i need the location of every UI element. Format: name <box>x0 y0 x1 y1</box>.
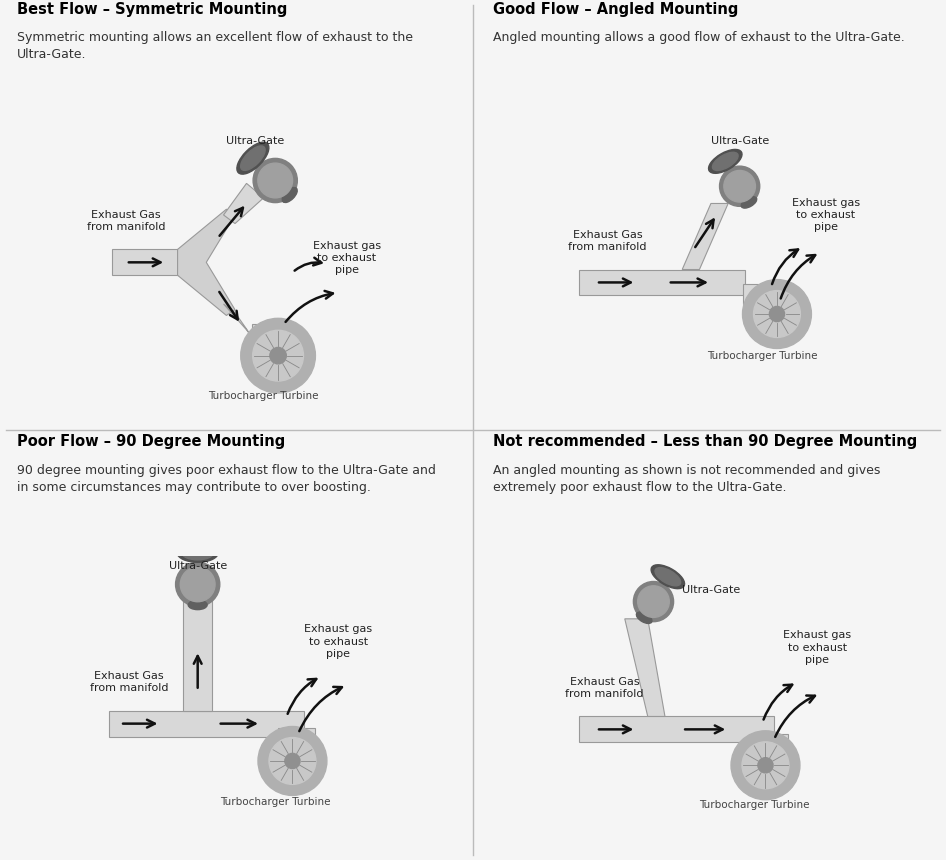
Polygon shape <box>184 590 212 710</box>
Circle shape <box>731 731 800 800</box>
Ellipse shape <box>742 197 757 208</box>
Text: Angled mounting allows a good flow of exhaust to the Ultra-Gate.: Angled mounting allows a good flow of ex… <box>493 31 904 44</box>
Circle shape <box>634 581 674 622</box>
Text: Exhaust Gas
from manifold: Exhaust Gas from manifold <box>566 677 644 699</box>
Text: Turbocharger Turbine: Turbocharger Turbine <box>220 797 330 808</box>
Ellipse shape <box>188 600 207 610</box>
Text: Not recommended – Less than 90 Degree Mounting: Not recommended – Less than 90 Degree Mo… <box>493 434 917 449</box>
Polygon shape <box>253 324 270 344</box>
Text: Exhaust gas
to exhaust
pipe: Exhaust gas to exhaust pipe <box>313 241 381 275</box>
Text: Turbocharger Turbine: Turbocharger Turbine <box>699 801 809 810</box>
Text: Turbocharger Turbine: Turbocharger Turbine <box>208 390 319 401</box>
Circle shape <box>269 738 316 784</box>
Ellipse shape <box>240 146 265 170</box>
Text: Exhaust Gas
from manifold: Exhaust Gas from manifold <box>569 230 647 252</box>
Polygon shape <box>682 204 728 269</box>
Circle shape <box>258 163 292 198</box>
Polygon shape <box>751 734 788 753</box>
Text: Ultra-Gate: Ultra-Gate <box>682 585 741 595</box>
Text: An angled mounting as shown is not recommended and gives
extremely poor exhaust : An angled mounting as shown is not recom… <box>493 464 880 494</box>
Circle shape <box>743 280 812 348</box>
Circle shape <box>758 758 773 773</box>
Circle shape <box>181 567 215 602</box>
Ellipse shape <box>651 565 685 589</box>
Text: 90 degree mounting gives poor exhaust flow to the Ultra-Gate and
in some circums: 90 degree mounting gives poor exhaust fl… <box>17 464 436 494</box>
Text: Turbocharger Turbine: Turbocharger Turbine <box>708 351 818 360</box>
Polygon shape <box>112 249 178 275</box>
Text: Exhaust Gas
from manifold: Exhaust Gas from manifold <box>90 671 168 693</box>
Text: Ultra-Gate: Ultra-Gate <box>226 136 284 146</box>
Polygon shape <box>178 209 235 316</box>
Circle shape <box>638 586 669 617</box>
Polygon shape <box>624 619 665 716</box>
Polygon shape <box>743 284 780 304</box>
Polygon shape <box>109 710 304 736</box>
Circle shape <box>240 318 315 393</box>
Ellipse shape <box>637 612 652 624</box>
Text: Best Flow – Symmetric Mounting: Best Flow – Symmetric Mounting <box>17 2 288 16</box>
Ellipse shape <box>182 545 214 560</box>
Circle shape <box>769 306 784 322</box>
Circle shape <box>742 742 789 789</box>
Text: Ultra-Gate: Ultra-Gate <box>168 562 227 571</box>
Ellipse shape <box>712 152 738 170</box>
Circle shape <box>258 727 327 796</box>
Circle shape <box>285 753 300 769</box>
Ellipse shape <box>177 544 219 562</box>
Circle shape <box>254 158 297 203</box>
Circle shape <box>176 562 219 606</box>
Text: Exhaust gas
to exhaust
pipe: Exhaust gas to exhaust pipe <box>792 198 860 232</box>
Polygon shape <box>223 183 264 224</box>
Circle shape <box>754 291 800 337</box>
Polygon shape <box>223 304 255 341</box>
Ellipse shape <box>655 568 681 586</box>
Circle shape <box>720 166 760 206</box>
Circle shape <box>253 330 304 381</box>
Ellipse shape <box>236 142 269 175</box>
Polygon shape <box>579 269 745 295</box>
Text: Exhaust gas
to exhaust
pipe: Exhaust gas to exhaust pipe <box>305 624 373 660</box>
Text: Symmetric mounting allows an excellent flow of exhaust to the
Ultra-Gate.: Symmetric mounting allows an excellent f… <box>17 31 413 61</box>
Text: Exhaust Gas
from manifold: Exhaust Gas from manifold <box>87 210 166 232</box>
Polygon shape <box>278 728 315 748</box>
Text: Exhaust gas
to exhaust
pipe: Exhaust gas to exhaust pipe <box>783 630 851 665</box>
Text: Good Flow – Angled Mounting: Good Flow – Angled Mounting <box>493 2 738 16</box>
Text: Ultra-Gate: Ultra-Gate <box>710 136 769 146</box>
Ellipse shape <box>709 150 742 174</box>
Circle shape <box>270 347 287 364</box>
Circle shape <box>724 170 756 202</box>
Ellipse shape <box>282 187 297 202</box>
Text: Poor Flow – 90 Degree Mounting: Poor Flow – 90 Degree Mounting <box>17 434 286 449</box>
Polygon shape <box>579 716 774 742</box>
